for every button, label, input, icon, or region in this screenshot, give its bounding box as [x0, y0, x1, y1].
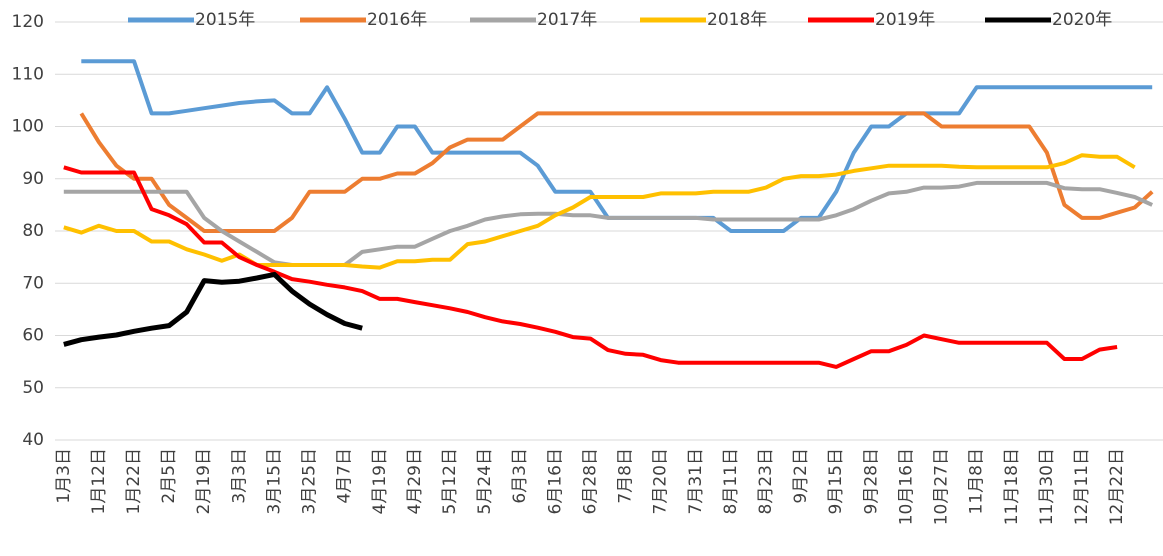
x-tick-label: 8月23日: [756, 448, 776, 514]
x-tick-label: 4月29日: [405, 448, 425, 514]
x-tick-label: 12月11日: [1072, 448, 1092, 525]
x-tick-label: 5月24日: [475, 448, 495, 514]
x-tick-label: 4月19日: [370, 448, 390, 514]
x-tick-label: 11月18日: [1002, 448, 1022, 525]
x-tick-label: 1月12日: [89, 448, 109, 514]
x-tick-label: 2月19日: [194, 448, 214, 514]
series-line: [63, 271, 363, 347]
x-tick-label: 7月8日: [616, 448, 636, 504]
series-line: [63, 153, 1136, 270]
x-tick-label: 9月2日: [791, 448, 811, 504]
x-tick-label: 7月31日: [686, 448, 706, 514]
x-tick-label: 3月25日: [300, 448, 320, 514]
x-tick-label: 1月22日: [124, 448, 144, 514]
y-tick-label: 40: [22, 430, 44, 450]
x-tick-label: 9月15日: [826, 448, 846, 514]
legend-label: 2019年: [875, 10, 935, 30]
legend-item: 2020年: [985, 10, 1112, 30]
y-tick-label: 100: [12, 117, 44, 137]
legend-label: 2018年: [707, 10, 767, 30]
series-line: [79, 111, 1154, 233]
legend-item: 2018年: [640, 10, 767, 30]
series-line: [63, 165, 1118, 369]
y-tick-label: 90: [22, 169, 44, 189]
legend-item: 2017年: [470, 10, 597, 30]
y-tick-label: 80: [22, 221, 44, 241]
x-tick-label: 10月27日: [932, 448, 952, 525]
x-tick-label: 4月7日: [335, 448, 355, 504]
x-tick-label: 9月28日: [861, 448, 881, 514]
legend-item: 2015年: [128, 10, 255, 30]
y-tick-label: 60: [22, 326, 44, 346]
legend-item: 2019年: [808, 10, 935, 30]
x-tick-label: 11月30日: [1037, 448, 1057, 525]
y-tick-label: 110: [12, 64, 44, 84]
series-line: [81, 59, 1153, 233]
x-tick-label: 3月15日: [264, 448, 284, 514]
y-tick-label: 70: [22, 273, 44, 293]
x-tick-label: 2月5日: [159, 448, 179, 504]
series-line: [63, 180, 1154, 267]
legend-label: 2017年: [537, 10, 597, 30]
x-tick-label: 7月20日: [651, 448, 671, 514]
y-tick-label: 120: [12, 12, 44, 32]
x-tick-label: 8月11日: [721, 448, 741, 514]
x-tick-label: 1月3日: [54, 448, 74, 504]
x-tick-label: 6月28日: [580, 448, 600, 514]
x-tick-label: 10月16日: [896, 448, 916, 525]
y-tick-label: 50: [22, 378, 44, 398]
x-tick-label: 3月3日: [229, 448, 249, 504]
x-tick-label: 12月22日: [1107, 448, 1127, 525]
x-tick-label: 11月8日: [967, 448, 987, 514]
x-tick-label: 6月3日: [510, 448, 530, 504]
legend-item: 2016年: [300, 10, 427, 30]
legend-label: 2016年: [367, 10, 427, 30]
legend-label: 2015年: [195, 10, 255, 30]
legend-label: 2020年: [1052, 10, 1112, 30]
x-tick-label: 5月12日: [440, 448, 460, 514]
x-tick-label: 6月16日: [545, 448, 565, 514]
